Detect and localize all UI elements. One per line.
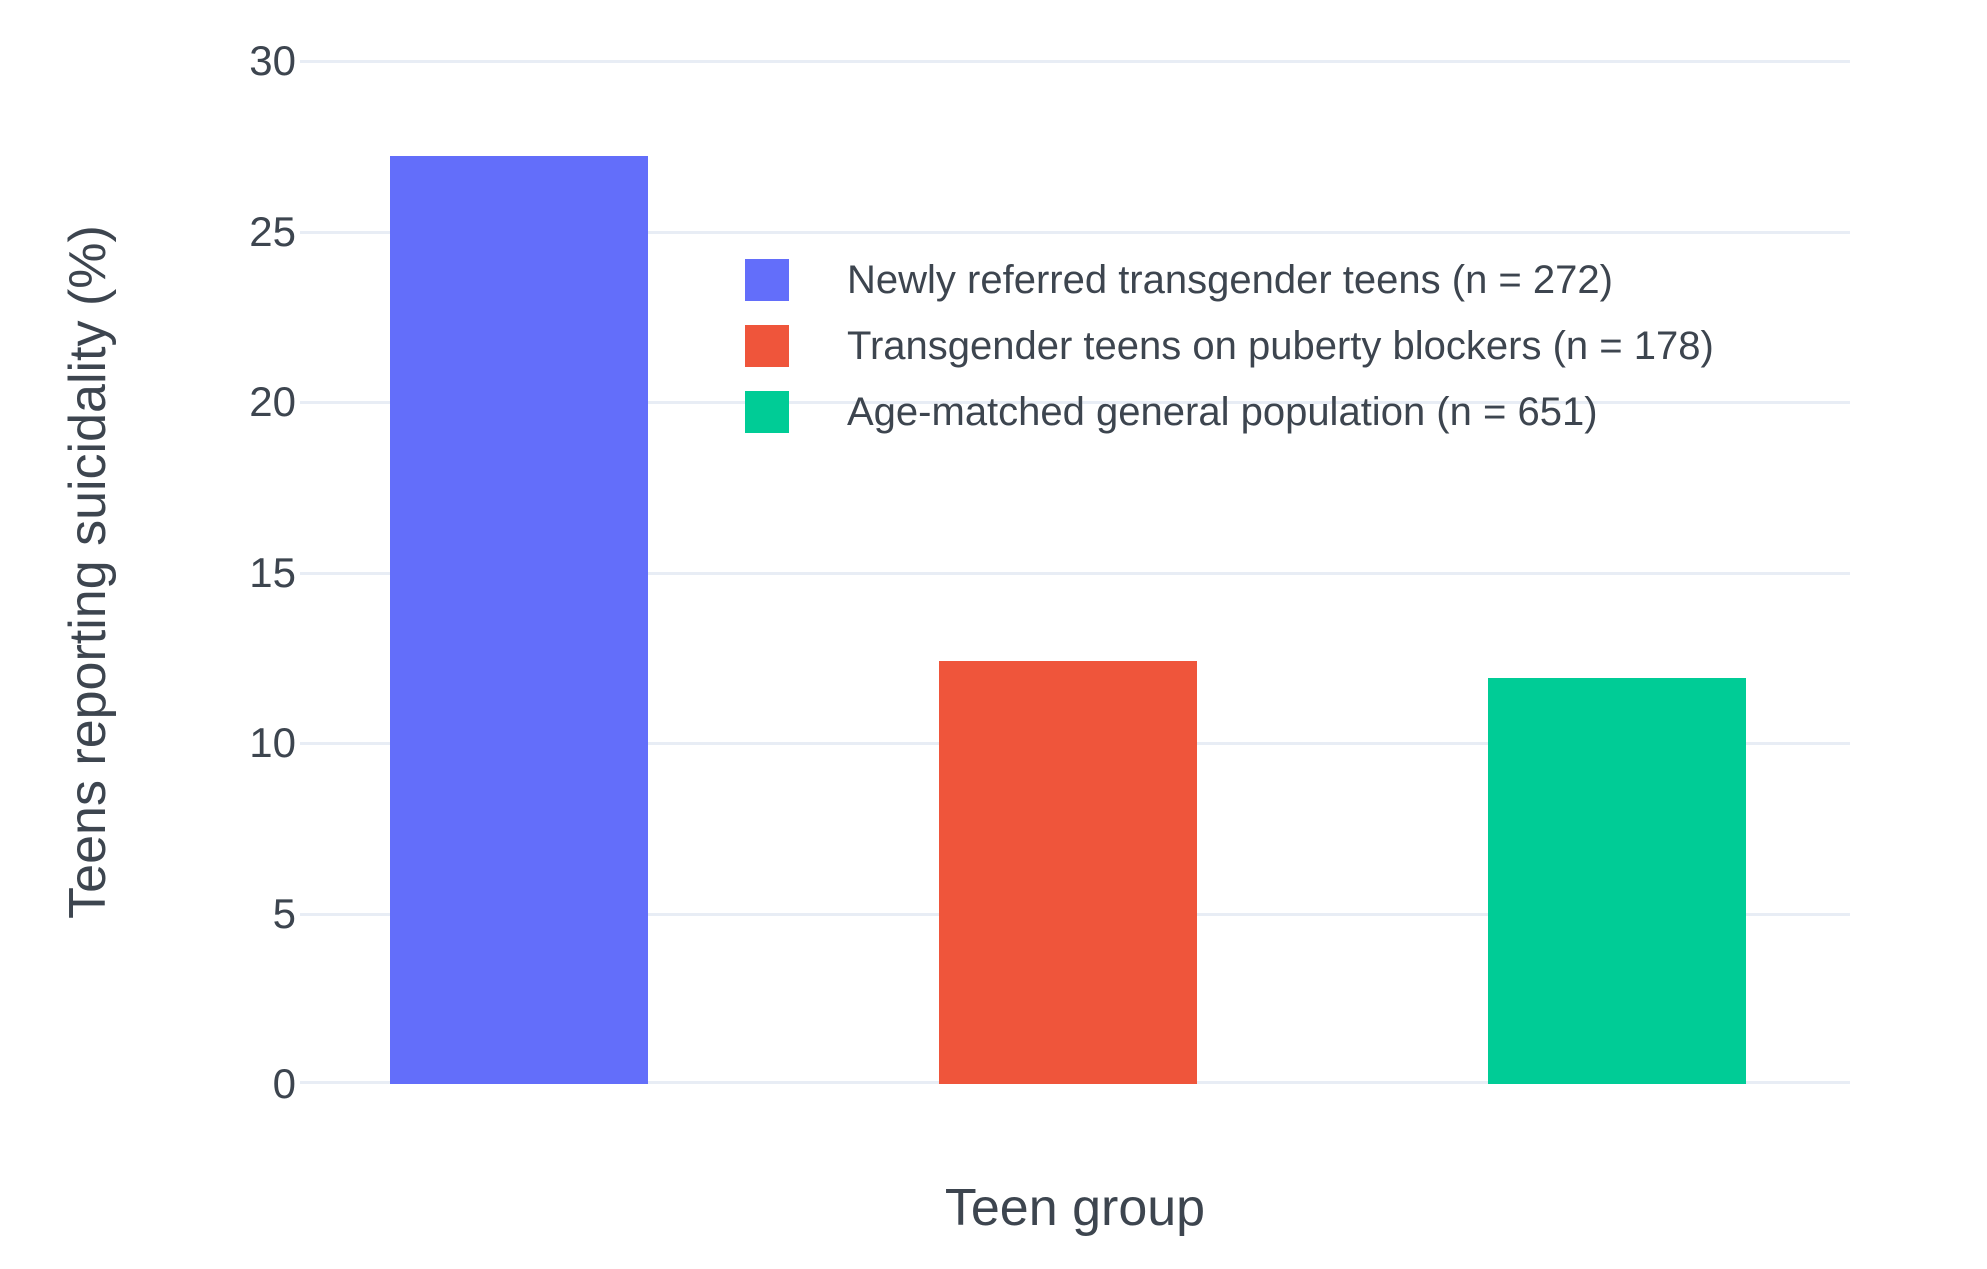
legend-swatch-icon: [745, 391, 789, 433]
bar-2[interactable]: [939, 661, 1197, 1084]
y-tick-label-0: 0: [272, 1060, 296, 1107]
y-tick-label-30: 30: [249, 37, 296, 84]
legend: Newly referred transgender teens (n = 27…: [745, 258, 1714, 456]
legend-item-1[interactable]: Newly referred transgender teens (n = 27…: [745, 258, 1714, 302]
legend-item-2[interactable]: Transgender teens on puberty blockers (n…: [745, 324, 1714, 368]
gridline-y-30: [300, 60, 1850, 63]
bar-3[interactable]: [1488, 678, 1746, 1084]
gridline-y-20: [300, 401, 1850, 404]
y-tick-label-15: 15: [249, 549, 296, 596]
legend-item-3[interactable]: Age-matched general population (n = 651): [745, 390, 1714, 434]
bar-1[interactable]: [390, 156, 648, 1084]
gridline-y-15: [300, 572, 1850, 575]
y-tick-label-25: 25: [249, 208, 296, 255]
legend-item-label: Transgender teens on puberty blockers (n…: [847, 323, 1714, 368]
legend-swatch-icon: [745, 259, 789, 301]
y-tick-label-5: 5: [272, 890, 296, 937]
legend-swatch-icon: [745, 325, 789, 367]
legend-item-label: Newly referred transgender teens (n = 27…: [847, 257, 1613, 302]
y-tick-label-20: 20: [249, 378, 296, 425]
legend-item-label: Age-matched general population (n = 651): [847, 389, 1598, 434]
plot-area: [300, 60, 1850, 1084]
y-tick-label-10: 10: [249, 719, 296, 766]
x-axis-title: Teen group: [944, 1179, 1206, 1237]
gridline-y-25: [300, 231, 1850, 234]
